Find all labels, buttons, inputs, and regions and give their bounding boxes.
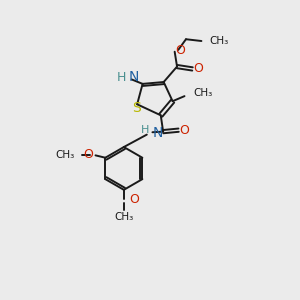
- Text: CH₃: CH₃: [114, 212, 134, 222]
- Text: O: O: [83, 148, 93, 161]
- Text: CH₃: CH₃: [56, 150, 75, 160]
- Text: O: O: [129, 194, 139, 206]
- Text: H: H: [117, 71, 126, 84]
- Text: H: H: [141, 125, 149, 135]
- Text: S: S: [132, 101, 141, 115]
- Text: O: O: [179, 124, 189, 137]
- Text: CH₃: CH₃: [194, 88, 213, 98]
- Text: O: O: [193, 62, 203, 75]
- Text: CH₃: CH₃: [210, 36, 229, 46]
- Text: O: O: [175, 44, 185, 57]
- Text: N: N: [153, 126, 163, 140]
- Text: N: N: [129, 70, 139, 84]
